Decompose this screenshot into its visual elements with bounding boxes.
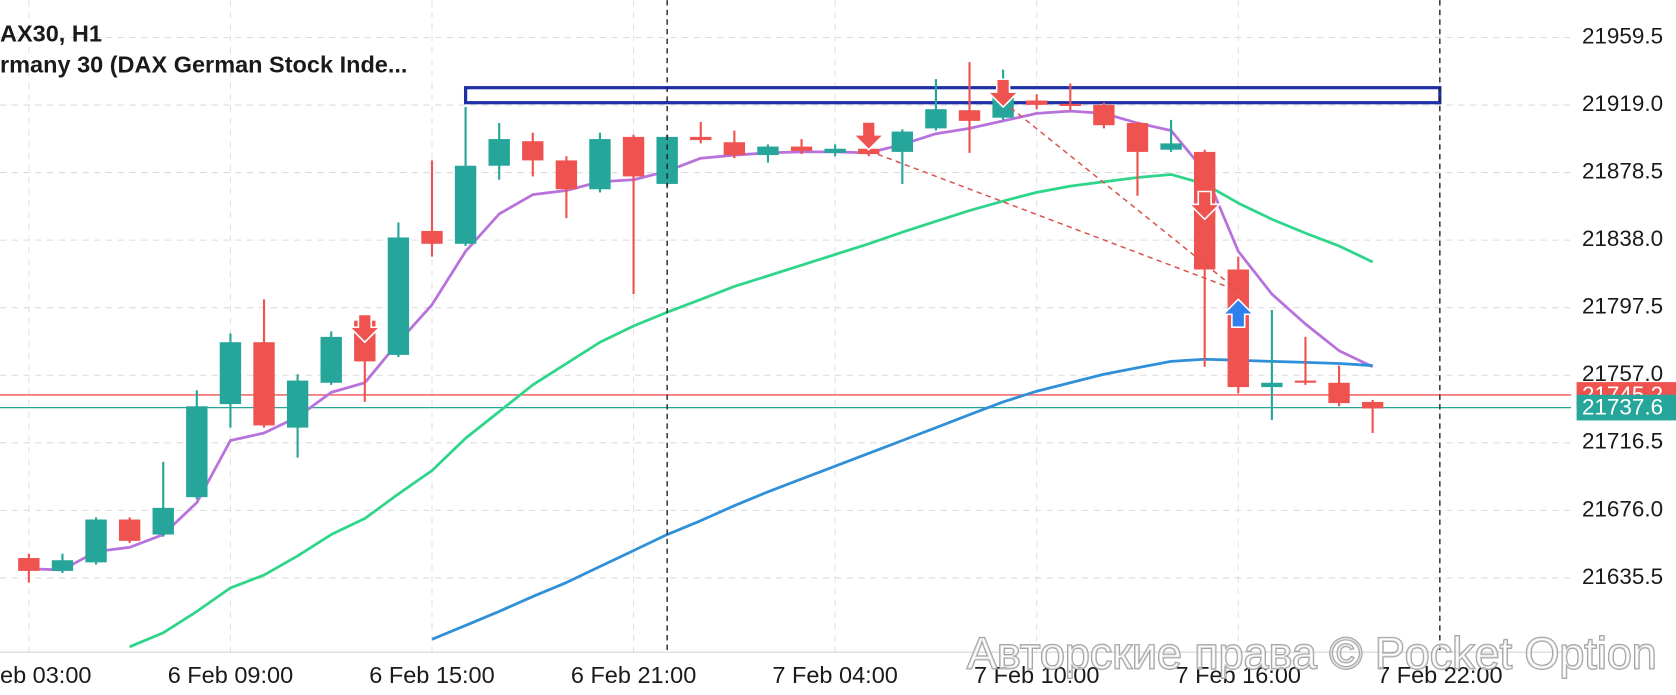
y-tick-label: 21959.5 <box>1582 23 1663 48</box>
candle-body <box>1227 269 1249 388</box>
candle-body <box>757 146 779 156</box>
y-tick-label: 21716.5 <box>1582 429 1663 454</box>
price-tag-label: 21737.6 <box>1582 395 1663 420</box>
price-tag <box>1576 394 1676 421</box>
candle-body <box>186 406 208 498</box>
x-tick-label: 7 Feb 04:00 <box>772 662 897 688</box>
candle-body <box>555 160 578 190</box>
candle-body <box>1261 382 1283 388</box>
candle-body <box>1361 401 1384 409</box>
signal-arrow <box>1187 190 1222 221</box>
candle-body <box>320 336 342 383</box>
candle-body <box>622 136 645 177</box>
candle-body <box>286 380 309 428</box>
ma-line <box>28 109 1374 572</box>
candle-body <box>1160 143 1182 150</box>
candle-body <box>656 136 678 184</box>
candle-body <box>690 136 712 141</box>
trend-line <box>1002 101 1239 292</box>
candle-body <box>891 131 914 152</box>
candle-body <box>723 142 746 156</box>
y-tick-label: 21838.0 <box>1582 226 1663 251</box>
y-tick-label: 21757.0 <box>1582 361 1663 386</box>
x-tick-label: 7 Feb 22:00 <box>1377 662 1502 688</box>
candle-body <box>1294 380 1317 383</box>
zone-box <box>463 86 1442 105</box>
grid <box>0 0 1572 653</box>
candle-body <box>522 141 544 161</box>
candle-body <box>925 109 947 129</box>
candle-body <box>118 519 141 541</box>
x-tick-label: 7 Feb 16:00 <box>1176 662 1301 688</box>
x-tick-label: 7 Feb 10:00 <box>974 662 1099 688</box>
x-tick-label: 6 Feb 15:00 <box>369 662 494 688</box>
chart-subtitle: rmany 30 (DAX German Stock Inde... <box>0 52 407 78</box>
signal-arrow <box>347 313 382 344</box>
signal-arrow <box>986 78 1021 109</box>
candle-body <box>454 165 477 244</box>
candle-body <box>85 519 107 563</box>
watermark: Авторские права © Pocket Option <box>967 627 1657 678</box>
y-tick-label: 21676.0 <box>1582 496 1663 521</box>
y-tick-label: 21797.5 <box>1582 294 1663 319</box>
candle-body <box>1059 103 1081 107</box>
ma-line <box>431 357 1373 641</box>
candle-body <box>1093 104 1115 126</box>
watermark-layer: Авторские права © Pocket Option <box>966 626 1657 679</box>
candle-body <box>51 560 74 571</box>
candle-body <box>488 139 510 166</box>
x-tick-label: 6 Feb 09:00 <box>168 662 293 688</box>
candle-body <box>152 507 174 535</box>
candle-body <box>790 146 813 151</box>
candle-body <box>253 342 275 426</box>
x-tick-label: 6 Feb 21:00 <box>571 662 696 688</box>
y-tick-label: 21919.0 <box>1582 91 1663 116</box>
candle-body <box>219 342 242 405</box>
signal-arrow <box>1221 298 1256 328</box>
signal-arrow <box>851 121 886 151</box>
candle-body <box>1126 123 1149 152</box>
candle-body <box>18 558 40 571</box>
x-tick-label: eb 03:00 <box>0 662 91 688</box>
candle-body <box>387 237 410 355</box>
candle-body <box>421 230 443 244</box>
candle-body <box>1328 382 1350 404</box>
chart-title: AX30, H1 <box>0 21 102 47</box>
y-tick-label: 21878.5 <box>1582 159 1663 184</box>
candle-body <box>958 110 981 121</box>
plot-area <box>0 62 1572 649</box>
y-tick-label: 21635.5 <box>1582 564 1663 589</box>
ma-line <box>129 173 1374 649</box>
candle-body <box>824 148 846 153</box>
candle-body <box>1026 100 1048 105</box>
candle-body <box>589 139 611 190</box>
trend-line <box>868 150 1239 292</box>
